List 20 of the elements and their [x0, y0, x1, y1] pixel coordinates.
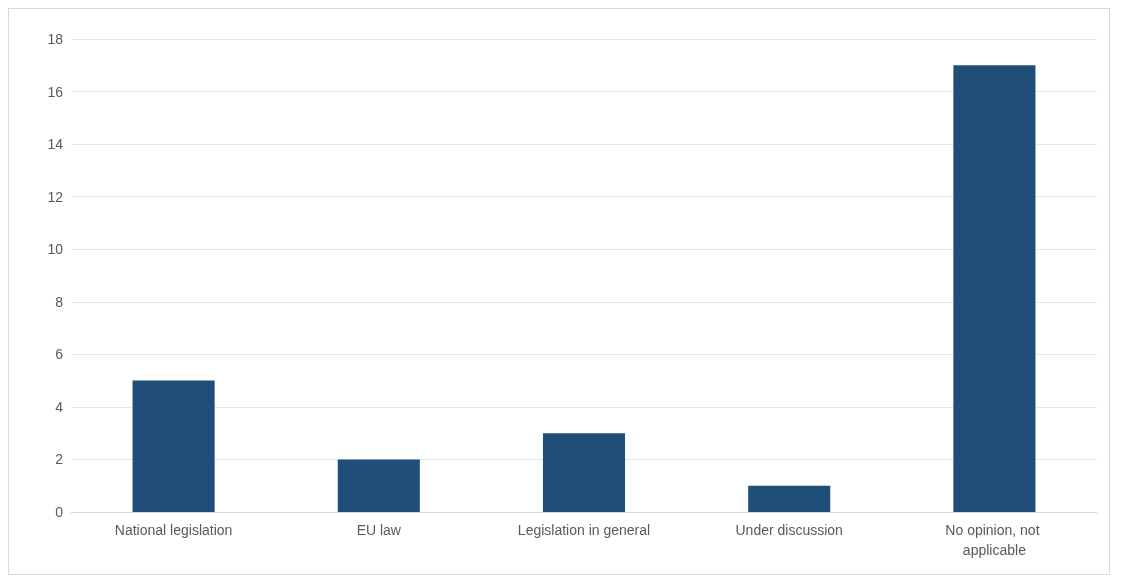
y-tick-label: 6	[55, 346, 64, 363]
y-tick-label: 4	[55, 398, 64, 415]
y-tick-label: 10	[47, 241, 64, 258]
y-tick-label: 16	[47, 83, 64, 100]
y-tick-label: 8	[55, 293, 64, 310]
x-tick-label: National legislation	[114, 522, 233, 538]
y-tick-label: 18	[47, 31, 64, 47]
x-tick-label: Legislation in general	[517, 522, 651, 538]
y-tick-label: 14	[47, 136, 64, 153]
y-tick-label: 12	[47, 188, 64, 205]
bar	[542, 433, 626, 512]
y-tick-label: 2	[55, 451, 64, 468]
bar	[953, 65, 1036, 512]
bar	[337, 459, 420, 512]
x-tick-label: No opinion, not applicable	[945, 522, 1044, 558]
x-tick-label: EU law	[356, 522, 402, 538]
x-tick-label: Under discussion	[735, 522, 843, 538]
y-tick-label: 0	[55, 504, 64, 520]
bar	[748, 485, 831, 512]
bar	[132, 380, 215, 512]
